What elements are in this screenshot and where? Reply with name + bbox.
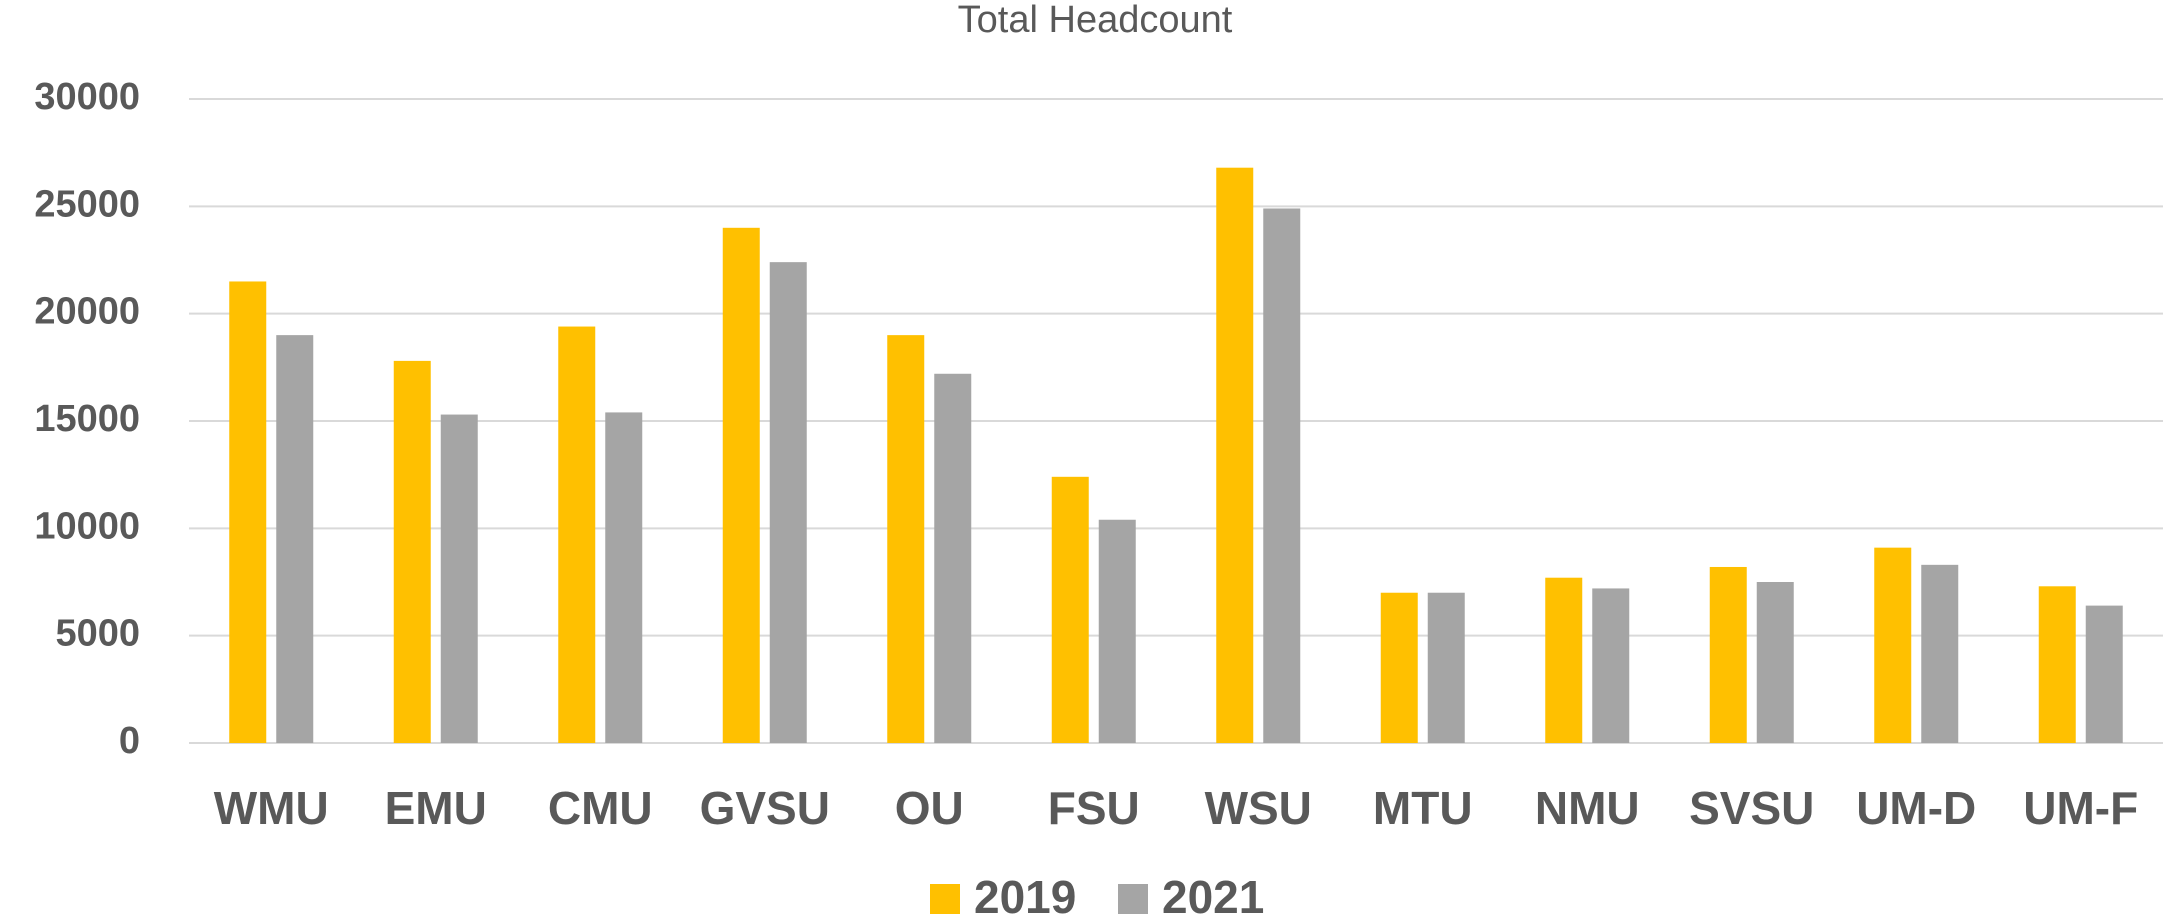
x-tick-label: MTU [1373, 782, 1473, 834]
bar [1874, 547, 1912, 743]
bar [1216, 167, 1254, 743]
bar [1592, 588, 1630, 743]
y-tick-label: 15000 [34, 398, 140, 440]
legend-label: 2021 [1162, 871, 1264, 919]
bar [440, 414, 478, 743]
x-tick-label: OU [895, 782, 964, 834]
bar [1051, 476, 1089, 743]
bar [1263, 208, 1301, 744]
bar [1756, 582, 1794, 743]
x-tick-label: CMU [548, 782, 653, 834]
bar [276, 335, 314, 743]
bar [1380, 592, 1418, 743]
y-tick-label: 20000 [34, 291, 140, 333]
bar [722, 227, 760, 744]
bar [558, 326, 596, 743]
y-tick-label: 0 [119, 720, 140, 762]
x-tick-label: EMU [385, 782, 487, 834]
chart-title: Total Headcount [958, 0, 1233, 41]
x-tick-label: WSU [1205, 782, 1312, 834]
bar [229, 281, 267, 743]
x-tick-label: SVSU [1689, 782, 1814, 834]
bar [2085, 605, 2123, 743]
y-tick-label: 25000 [34, 183, 140, 225]
legend-label: 2019 [974, 871, 1076, 919]
x-tick-label: UM-D [1856, 782, 1976, 834]
bar [1545, 577, 1583, 743]
bar [887, 335, 925, 743]
y-tick-label: 10000 [34, 505, 140, 547]
bar [934, 373, 972, 743]
bar [1098, 519, 1136, 743]
bar [1921, 564, 1959, 743]
x-tick-label: UM-F [2023, 782, 2138, 834]
bar [605, 412, 643, 743]
x-tick-label: NMU [1535, 782, 1640, 834]
x-tick-label: GVSU [700, 782, 830, 834]
legend-swatch [930, 884, 960, 914]
legend-swatch [1118, 884, 1148, 914]
x-tick-label: WMU [214, 782, 329, 834]
bar [769, 262, 807, 743]
bar [1427, 592, 1465, 743]
bar [2038, 586, 2076, 743]
bar [393, 360, 431, 743]
y-tick-label: 30000 [34, 76, 140, 118]
bar [1709, 566, 1747, 743]
y-tick-label: 5000 [55, 613, 140, 655]
x-tick-label: FSU [1048, 782, 1140, 834]
